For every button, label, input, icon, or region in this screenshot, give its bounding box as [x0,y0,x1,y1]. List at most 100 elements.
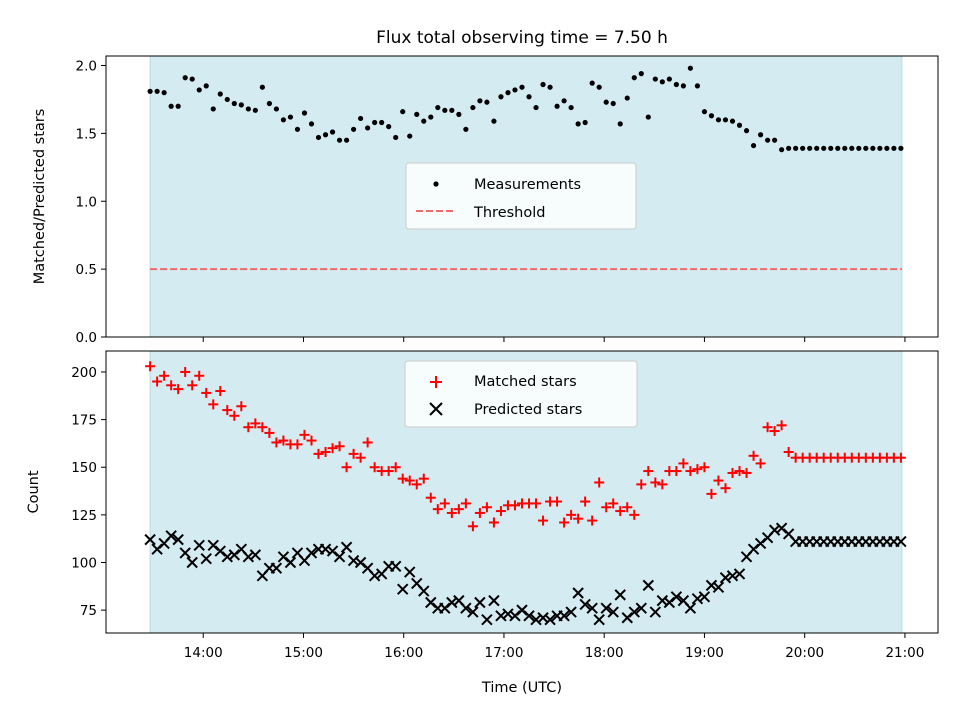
predicted-star-point [249,549,262,561]
x-tick-label: 15:00 [284,645,323,661]
measurement-point [273,106,280,112]
measurement-point [708,113,715,119]
matched-star-point [495,506,506,517]
count-legend: Matched stars Predicted stars [404,360,638,428]
measurement-point [589,80,595,86]
predicted-star-point [319,543,332,555]
matched-star-point [706,488,717,499]
predicted-star-point [467,606,479,618]
matched-star-point [320,446,331,457]
predicted-star-point [537,612,549,624]
count-y-tick-label: 100 [71,556,97,572]
measurement-point [224,96,230,103]
matched-star-point [474,507,485,518]
measurement-point [336,137,343,143]
measurement-point [428,114,434,120]
measurement-point [877,145,883,151]
x-tick-label: 19:00 [685,645,724,661]
matched-star-point [173,384,184,395]
matched-star-point [488,517,499,528]
measurement-point [407,133,413,139]
matched-star-point [446,507,457,518]
matched-star-point [271,437,282,448]
matched-star-point [531,498,542,509]
measurement-point [456,111,462,117]
measurement-point [568,104,574,111]
count-legend-box [404,360,638,428]
measurement-point [842,145,848,151]
predicted-star-point [397,583,409,595]
matched-star-point [432,504,443,515]
measurement-point [322,132,329,138]
predicted-star-point [565,606,577,618]
count-y-ticks: 75 100 125 150 175 200 [71,365,106,619]
predicted-star-point [719,572,732,584]
predicted-star-point [712,581,725,593]
matched-star-point [187,380,198,391]
predicted-star-point [614,589,626,601]
matched-star-point [145,361,156,372]
matched-star-points [145,361,906,532]
matched-star-point [678,458,689,469]
matched-star-point [650,477,661,488]
measurement-point [638,71,644,77]
predicted-star-point [656,594,669,607]
predicted-star-point [558,610,570,622]
predicted-star-point [895,535,907,548]
measurement-point [154,88,160,94]
measurement-point [863,145,869,151]
matched-star-point [250,418,261,429]
predicted-star-point [628,606,640,618]
matched-star-point [538,515,549,526]
x-tick-label: 16:00 [384,645,423,661]
matched-star-point [390,462,401,473]
x-tick-label: 17:00 [485,645,524,661]
legend-predicted-label: Predicted stars [474,402,582,418]
measurement-point [519,84,525,90]
measurement-point [294,126,301,132]
matched-star-point [292,439,303,450]
measurement-point [575,121,581,127]
measurement-point [617,121,623,127]
predicted-star-point [579,598,591,611]
measurement-point [694,83,701,89]
matched-star-point [404,475,415,486]
measurement-point [343,137,350,143]
measurement-point [687,65,694,71]
measurement-point [666,76,672,82]
measurement-point [245,106,251,112]
measurement-point [652,76,658,82]
matched-star-point [608,498,619,509]
measurement-point [743,128,750,134]
matched-star-point [657,479,668,490]
predicted-star-point [221,551,233,563]
predicted-star-point [684,602,697,614]
matched-star-point [727,467,738,478]
measurement-point [365,125,371,131]
measurement-point [596,84,602,90]
measurement-point [786,145,792,151]
measurement-point [884,145,890,151]
measurement-point [463,126,469,132]
count-axes-frame [105,350,939,634]
measurement-point [835,145,841,151]
measurement-point [870,145,876,151]
predicted-star-point [698,591,711,603]
matched-star-point [587,515,598,526]
measurement-point [610,100,616,107]
matched-star-point [755,458,766,469]
measurement-point [280,117,287,123]
ratio-axes-frame [105,55,939,338]
measurement-point [512,87,518,93]
ratio-panel: 0.00.51.01.52.0 Matched/Predicted stars … [32,55,939,346]
matched-star-point [411,479,422,490]
x-tick-label: 14:00 [184,645,223,661]
predicted-star-point [165,530,177,542]
predicted-star-point [502,608,514,620]
matched-star-point [383,466,394,477]
measurement-point [266,100,272,107]
measurement-point [168,103,174,109]
ratio-y-tick-label: 0.5 [76,262,97,278]
matched-star-point [439,498,450,509]
